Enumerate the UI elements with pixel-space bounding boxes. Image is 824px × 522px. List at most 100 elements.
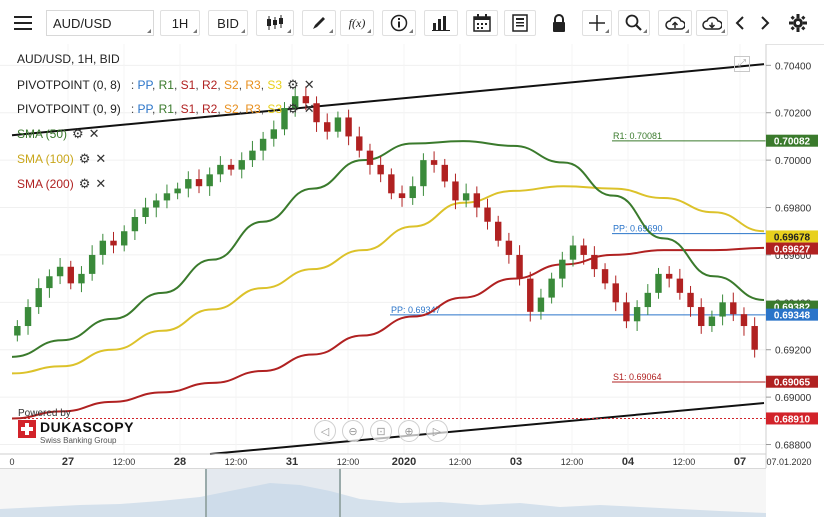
sma50-close-icon[interactable]: ✕ [88, 126, 100, 141]
reset-view-button[interactable]: ⊡ [370, 420, 392, 442]
candle-body[interactable] [377, 164, 384, 175]
candle-body[interactable] [580, 245, 587, 255]
indicators-button[interactable]: f(x) [340, 10, 374, 36]
candle-body[interactable] [398, 193, 406, 199]
candle-body[interactable] [249, 150, 256, 161]
candle-body[interactable] [505, 240, 513, 255]
candle-body[interactable] [730, 302, 737, 315]
candle-body[interactable] [569, 245, 577, 260]
candle-body[interactable] [665, 273, 673, 279]
candle-body[interactable] [110, 240, 117, 246]
next-button[interactable] [755, 10, 775, 36]
candle-body[interactable] [676, 278, 684, 293]
candle-body[interactable] [356, 136, 363, 151]
candle-body[interactable] [153, 200, 160, 208]
candle-body[interactable] [409, 186, 416, 199]
candle-body[interactable] [591, 254, 598, 270]
symbol-input[interactable]: AUD/USD [46, 10, 154, 36]
price-chart[interactable]: R1: 0.70081 PP: 0.69690 PP: 0.69347 S1: 0.6… [0, 44, 824, 468]
settings-button[interactable] [786, 10, 810, 36]
sma50-gear-icon[interactable]: ⚙ [72, 126, 84, 141]
lock-button[interactable] [546, 10, 572, 36]
drawing-button[interactable] [302, 10, 336, 36]
candle-body[interactable] [612, 283, 619, 303]
legend-sma50[interactable]: SMA (50) ⚙ ✕ [17, 126, 100, 142]
candle-body[interactable] [719, 302, 726, 317]
menu-icon[interactable] [10, 10, 36, 36]
navigator-strip[interactable] [0, 468, 766, 517]
candle-body[interactable] [120, 231, 128, 246]
candle-body[interactable] [687, 292, 694, 308]
candle-body[interactable] [601, 269, 609, 284]
candle-body[interactable] [67, 266, 74, 284]
candle-body[interactable] [238, 160, 245, 170]
candle-body[interactable] [388, 174, 395, 194]
upload-button[interactable] [658, 10, 692, 36]
candle-body[interactable] [56, 266, 64, 277]
candle-body[interactable] [345, 117, 352, 137]
upper-trend-line[interactable] [11, 63, 765, 137]
legend-pivot1[interactable]: PIVOTPOINT (0, 8) : PP, R1, S1, R2, S2, … [17, 77, 315, 93]
candle-body[interactable] [142, 207, 149, 218]
candle-body[interactable] [473, 193, 481, 208]
candle-body[interactable] [46, 276, 53, 289]
candle-body[interactable] [163, 193, 171, 201]
candle-body[interactable] [516, 254, 523, 279]
candle-body[interactable] [227, 164, 235, 170]
navigator-handle-right[interactable] [339, 469, 341, 517]
sma100-close-icon[interactable]: ✕ [95, 151, 107, 166]
candle-body[interactable] [633, 307, 641, 322]
candle-body[interactable] [24, 307, 32, 327]
scroll-left-button[interactable]: ◁ [314, 420, 336, 442]
pivot2-close-icon[interactable]: ✕ [303, 101, 315, 116]
candle-body[interactable] [131, 217, 139, 232]
price-side-button[interactable]: BID [208, 10, 248, 36]
candle-body[interactable] [35, 288, 42, 308]
expand-icon[interactable]: ⤢ [734, 56, 750, 72]
candle-body[interactable] [623, 302, 630, 322]
lower-trend-line[interactable] [209, 402, 765, 455]
scroll-right-button[interactable]: ▷ [426, 420, 448, 442]
candle-body[interactable] [259, 138, 267, 151]
calendar-button[interactable] [466, 10, 498, 36]
legend-sma100[interactable]: SMA (100) ⚙ ✕ [17, 151, 106, 167]
legend-pivot2[interactable]: PIVOTPOINT (0, 9) : PP, R1, S1, R2, S2, … [17, 101, 315, 117]
candle-body[interactable] [302, 96, 310, 104]
candle-body[interactable] [195, 179, 203, 187]
timeframe-button[interactable]: 1H [160, 10, 200, 36]
candle-body[interactable] [313, 103, 320, 123]
pivot1-close-icon[interactable]: ✕ [303, 77, 315, 92]
candle-body[interactable] [494, 221, 502, 241]
candle-body[interactable] [484, 207, 491, 222]
candle-body[interactable] [291, 96, 299, 108]
chart-type-button[interactable] [256, 10, 294, 36]
candle-body[interactable] [644, 292, 652, 308]
candle-body[interactable] [548, 278, 555, 298]
candle-body[interactable] [537, 297, 545, 312]
crosshair-button[interactable] [582, 10, 612, 36]
sma200-gear-icon[interactable]: ⚙ [78, 176, 91, 191]
candle-body[interactable] [751, 326, 758, 350]
candle-body[interactable] [740, 314, 748, 327]
sma100-gear-icon[interactable]: ⚙ [78, 151, 91, 166]
prev-button[interactable] [730, 10, 750, 36]
candle-body[interactable] [366, 150, 374, 165]
candle-body[interactable] [334, 117, 342, 132]
candle-body[interactable] [78, 273, 85, 284]
pivot2-gear-icon[interactable]: ⚙ [287, 101, 299, 116]
candle-body[interactable] [698, 307, 705, 327]
candle-body[interactable] [88, 254, 96, 274]
candle-body[interactable] [559, 259, 566, 279]
info-button[interactable] [382, 10, 416, 36]
candle-body[interactable] [527, 278, 534, 312]
candle-body[interactable] [217, 164, 224, 175]
candle-body[interactable] [655, 273, 662, 293]
sma200-close-icon[interactable]: ✕ [95, 176, 107, 191]
candle-body[interactable] [708, 316, 716, 327]
candle-body[interactable] [441, 164, 448, 182]
candle-body[interactable] [324, 122, 331, 132]
volume-button[interactable] [424, 10, 458, 36]
candle-body[interactable] [462, 193, 470, 201]
candle-body[interactable] [174, 188, 181, 194]
candle-body[interactable] [420, 160, 427, 187]
